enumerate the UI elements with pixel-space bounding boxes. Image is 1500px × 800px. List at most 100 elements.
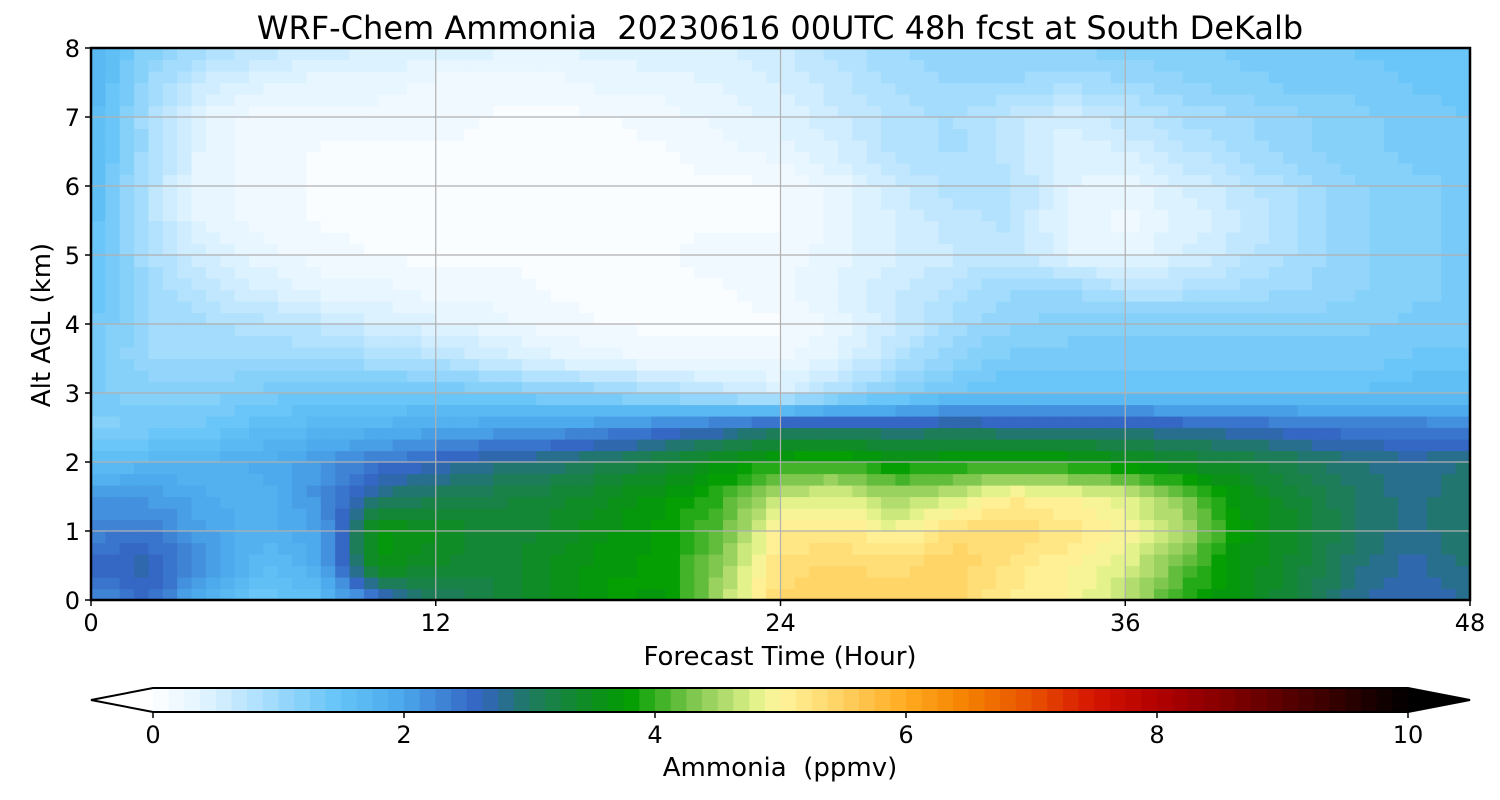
heatmap-cell — [191, 462, 207, 475]
heatmap-cell — [507, 48, 523, 61]
heatmap-cell — [435, 393, 451, 406]
heatmap-cell — [277, 358, 293, 371]
heatmap-cell — [852, 542, 868, 555]
heatmap-cell — [1139, 301, 1155, 314]
heatmap-cell — [421, 381, 437, 394]
heatmap-cell — [478, 301, 494, 314]
heatmap-cell — [1067, 140, 1083, 153]
heatmap-cell — [651, 565, 667, 578]
heatmap-cell — [119, 496, 135, 509]
heatmap-cell — [1383, 565, 1399, 578]
heatmap-cell — [1254, 128, 1270, 141]
heatmap-cell — [1139, 358, 1155, 371]
heatmap-cell — [1340, 542, 1356, 555]
heatmap-cell — [636, 393, 652, 406]
heatmap-cell — [407, 358, 422, 371]
heatmap-cell — [608, 174, 624, 187]
heatmap-cell — [119, 312, 135, 325]
colorbar-swatch — [655, 688, 672, 712]
heatmap-cell — [349, 82, 365, 95]
heatmap-cell — [679, 48, 695, 61]
heatmap-cell — [162, 105, 178, 118]
colorbar-swatch — [811, 688, 829, 712]
heatmap-cell — [148, 381, 164, 394]
heatmap-cell — [162, 485, 178, 498]
heatmap-cell — [1168, 347, 1184, 360]
heatmap-cell — [1311, 186, 1327, 199]
heatmap-cell — [1240, 255, 1256, 268]
heatmap-cell — [263, 531, 279, 544]
heatmap-cell — [1369, 335, 1385, 348]
heatmap-cell — [1039, 289, 1055, 302]
heatmap-cell — [177, 117, 193, 130]
heatmap-cell — [105, 508, 121, 521]
heatmap-cell — [809, 565, 825, 578]
heatmap-cell — [263, 94, 279, 107]
heatmap-cell — [1455, 289, 1470, 302]
heatmap-cell — [91, 531, 106, 544]
heatmap-cell — [263, 209, 279, 222]
heatmap-cell — [450, 542, 466, 555]
heatmap-cell — [1426, 174, 1442, 187]
heatmap-cell — [1369, 370, 1385, 383]
heatmap-cell — [737, 59, 753, 72]
heatmap-cell — [1182, 243, 1198, 256]
heatmap-cell — [507, 393, 523, 406]
heatmap-cell — [435, 128, 451, 141]
heatmap-cell — [881, 508, 897, 521]
heatmap-cell — [148, 151, 164, 164]
heatmap-cell — [1039, 370, 1055, 383]
heatmap-cell — [435, 220, 451, 233]
heatmap-cell — [148, 531, 164, 544]
heatmap-cell — [1139, 554, 1155, 567]
heatmap-cell — [924, 312, 940, 325]
heatmap-cell — [1240, 347, 1256, 360]
heatmap-cell — [1024, 220, 1040, 233]
heatmap-cell — [277, 450, 293, 463]
heatmap-cell — [320, 128, 336, 141]
heatmap-cell — [1211, 335, 1227, 348]
heatmap-cell — [579, 243, 595, 256]
heatmap-cell — [234, 48, 250, 61]
heatmap-cell — [407, 82, 422, 95]
heatmap-cell — [91, 163, 106, 176]
heatmap-cell — [378, 197, 394, 210]
heatmap-cell — [1240, 485, 1256, 498]
heatmap-cell — [1053, 531, 1069, 544]
heatmap-cell — [148, 163, 164, 176]
heatmap-cell — [1441, 59, 1457, 72]
heatmap-cell — [1096, 48, 1112, 61]
heatmap-cell — [694, 519, 710, 532]
heatmap-cell — [565, 324, 580, 337]
heatmap-cell — [263, 381, 279, 394]
heatmap-cell — [134, 48, 150, 61]
heatmap-cell — [852, 151, 868, 164]
heatmap-cell — [636, 335, 652, 348]
heatmap-cell — [823, 289, 839, 302]
heatmap-cell — [1211, 255, 1227, 268]
heatmap-cell — [1398, 151, 1414, 164]
heatmap-cell — [636, 312, 652, 325]
heatmap-cell — [435, 59, 451, 72]
heatmap-cell — [306, 508, 322, 521]
heatmap-cell — [1426, 473, 1442, 486]
heatmap-cell — [1311, 554, 1327, 567]
heatmap-cell — [1110, 565, 1126, 578]
heatmap-cell — [105, 117, 121, 130]
heatmap-cell — [737, 485, 753, 498]
heatmap-cell — [550, 393, 566, 406]
heatmap-cell — [1211, 174, 1227, 187]
heatmap-cell — [766, 140, 782, 153]
heatmap-cell — [1024, 71, 1040, 84]
heatmap-cell — [1383, 209, 1399, 222]
heatmap-cell — [550, 381, 566, 394]
heatmap-cell — [852, 370, 868, 383]
heatmap-cell — [550, 301, 566, 314]
colorbar-swatch — [1109, 688, 1127, 712]
heatmap-cell — [1398, 370, 1414, 383]
heatmap-cell — [665, 301, 681, 314]
heatmap-cell — [1153, 48, 1169, 61]
heatmap-cell — [105, 301, 121, 314]
heatmap-cell — [421, 588, 437, 600]
heatmap-cell — [249, 416, 264, 429]
